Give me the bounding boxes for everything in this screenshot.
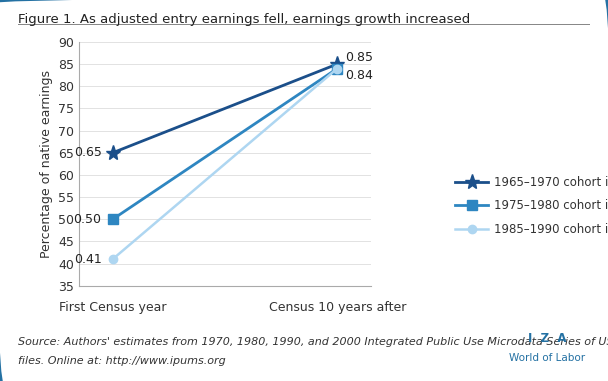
Line: 1985–1990 cohort in 1990 and 2000: 1985–1990 cohort in 1990 and 2000	[109, 64, 341, 263]
Text: I  Z  A: I Z A	[528, 332, 567, 345]
1975–1980 cohort in 1980 and 1990	[109, 217, 116, 221]
Text: Census 10 years after: Census 10 years after	[269, 301, 406, 314]
Text: 0.41: 0.41	[74, 253, 102, 266]
Text: Figure 1. As adjusted entry earnings fell, earnings growth increased: Figure 1. As adjusted entry earnings fel…	[18, 13, 471, 26]
1985–1990 cohort in 1990 and 2000	[109, 257, 116, 261]
Line: 1965–1970 cohort in 1970 and 1980: 1965–1970 cohort in 1970 and 1980	[105, 56, 345, 160]
Y-axis label: Percentage of native earnings: Percentage of native earnings	[40, 70, 53, 258]
Text: World of Labor: World of Labor	[509, 353, 586, 363]
1985–1990 cohort in 1990 and 2000	[334, 66, 341, 71]
Text: 0.65: 0.65	[74, 146, 102, 159]
Text: 0.85: 0.85	[345, 51, 373, 64]
Text: files. Online at: http://www.ipums.org: files. Online at: http://www.ipums.org	[18, 356, 226, 366]
Legend: 1965–1970 cohort in 1970 and 1980, 1975–1980 cohort in 1980 and 1990, 1985–1990 : 1965–1970 cohort in 1970 and 1980, 1975–…	[455, 176, 608, 236]
1965–1970 cohort in 1970 and 1980	[109, 150, 116, 155]
Text: 0.50: 0.50	[74, 213, 102, 226]
1975–1980 cohort in 1980 and 1990	[334, 66, 341, 71]
Line: 1975–1980 cohort in 1980 and 1990: 1975–1980 cohort in 1980 and 1990	[108, 64, 342, 224]
1965–1970 cohort in 1970 and 1980	[334, 62, 341, 66]
Text: Source: Authors' estimates from 1970, 1980, 1990, and 2000 Integrated Public Use: Source: Authors' estimates from 1970, 19…	[18, 337, 608, 347]
Text: 0.84: 0.84	[345, 69, 373, 82]
Text: First Census year: First Census year	[59, 301, 167, 314]
